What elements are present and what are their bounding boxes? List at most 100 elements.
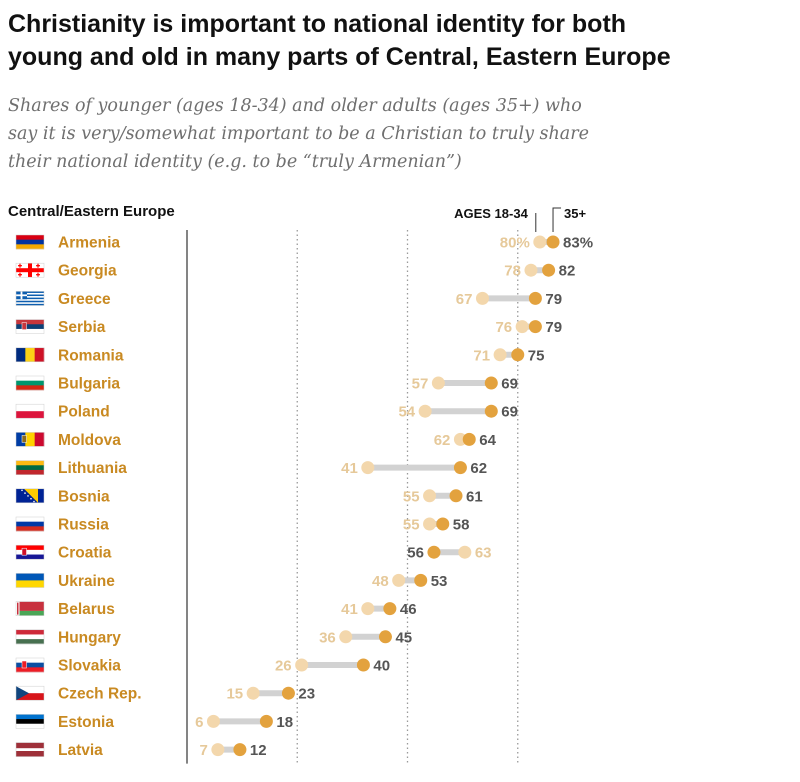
country-label: Poland — [58, 404, 110, 421]
young-dot — [515, 320, 529, 334]
young-value-label: 55 — [403, 517, 420, 534]
old-dot — [528, 320, 542, 334]
country-label: Ukraine — [58, 573, 115, 590]
young-dot — [458, 545, 472, 559]
old-value-label: 23 — [298, 686, 315, 703]
serbia-flag-icon — [15, 319, 45, 334]
old-value-label: 12 — [250, 742, 267, 759]
old-value-label: 45 — [395, 629, 412, 646]
young-value-label: 36 — [319, 629, 336, 646]
young-dot — [361, 461, 375, 475]
hungary-flag-icon — [15, 629, 45, 645]
croatia-flag-icon — [15, 544, 45, 560]
old-dot — [233, 743, 247, 757]
bulgaria-flag-icon — [15, 375, 45, 391]
subtitle-line-1: Shares of younger (ages 18-34) and older… — [8, 96, 582, 116]
country-label: Bulgaria — [58, 376, 120, 393]
young-dot — [206, 714, 220, 728]
young-value-label: 54 — [398, 404, 415, 421]
old-value-label: 56 — [407, 545, 424, 562]
old-dot — [356, 658, 370, 672]
young-dot — [339, 630, 353, 644]
young-value-label: 15 — [226, 686, 243, 703]
old-value-label: 18 — [276, 714, 293, 731]
young-value-label: 63 — [475, 545, 492, 562]
old-dot — [453, 461, 467, 475]
young-value-label: 48 — [372, 573, 389, 590]
country-label: Latvia — [58, 742, 103, 759]
slovakia-flag-icon — [15, 657, 45, 673]
armenia-flag-icon — [15, 234, 45, 250]
moldova-flag-icon — [15, 432, 45, 447]
old-value-label: 79 — [545, 319, 562, 336]
young-value-label: 41 — [341, 601, 358, 618]
young-dot — [423, 489, 437, 503]
romania-flag-icon — [15, 347, 45, 363]
old-dot — [528, 291, 542, 305]
subtitle-line-2: say it is very/somewhat important to be … — [8, 124, 589, 144]
title-line-1: Christianity is important to national id… — [8, 10, 627, 38]
young-value-label: 67 — [456, 291, 473, 308]
lithuania-flag-icon — [15, 460, 45, 475]
country-label: Hungary — [58, 629, 121, 646]
young-dot — [533, 235, 547, 249]
young-value-label: 71 — [473, 347, 490, 364]
country-label: Croatia — [58, 545, 112, 562]
subtitle-line-3: their national identity (e.g. to be “tru… — [8, 152, 462, 172]
young-dot — [493, 348, 507, 362]
young-value-label: 6 — [195, 714, 203, 731]
old-dot — [546, 235, 560, 249]
young-dot — [361, 602, 375, 616]
chart-title: Christianity is important to national id… — [8, 8, 788, 74]
legend-young-label: AGES 18-34 — [454, 206, 528, 221]
region-label: Central/Eastern Europe — [8, 203, 175, 220]
young-value-label: 80% — [500, 235, 530, 252]
old-dot — [436, 517, 450, 531]
young-dot — [246, 686, 260, 700]
young-dot — [295, 658, 309, 672]
poland-flag-icon — [15, 403, 45, 419]
old-value-label: 53 — [431, 573, 448, 590]
chart-subtitle: Shares of younger (ages 18-34) and older… — [8, 92, 788, 176]
young-value-label: 41 — [341, 460, 358, 477]
bosnia-flag-icon — [15, 488, 45, 504]
young-dot — [431, 376, 445, 390]
estonia-flag-icon — [15, 714, 45, 729]
country-label: Czech Rep. — [58, 686, 142, 703]
georgia-flag-icon — [15, 262, 45, 278]
old-value-label: 40 — [373, 658, 390, 675]
belarus-flag-icon — [15, 601, 45, 616]
young-value-label: 7 — [200, 742, 208, 759]
country-label: Georgia — [58, 263, 117, 280]
old-dot — [281, 686, 295, 700]
country-label: Lithuania — [58, 460, 127, 477]
ukraine-flag-icon — [15, 573, 45, 588]
russia-flag-icon — [15, 516, 45, 532]
country-label: Slovakia — [58, 658, 121, 675]
old-dot — [259, 714, 273, 728]
latvia-flag-icon — [15, 742, 45, 757]
old-dot — [484, 376, 498, 390]
old-value-label: 82 — [559, 263, 576, 280]
country-label: Estonia — [58, 714, 114, 731]
old-dot — [542, 263, 556, 277]
young-value-label: 62 — [434, 432, 451, 449]
country-label: Serbia — [58, 319, 106, 336]
young-value-label: 76 — [495, 319, 512, 336]
legend-old-label: 35+ — [564, 206, 586, 221]
young-dot — [418, 404, 432, 418]
old-value-label: 75 — [528, 347, 545, 364]
country-label: Greece — [58, 291, 111, 308]
old-dot — [383, 602, 397, 616]
old-dot — [449, 489, 463, 503]
old-dot — [511, 348, 525, 362]
old-value-label: 79 — [545, 291, 562, 308]
old-value-label: 62 — [470, 460, 487, 477]
old-value-label: 83% — [563, 235, 593, 252]
old-value-label: 46 — [400, 601, 417, 618]
country-label: Bosnia — [58, 488, 110, 505]
young-dot — [211, 743, 225, 757]
country-label: Moldova — [58, 432, 121, 449]
young-value-label: 26 — [275, 658, 292, 675]
old-value-label: 61 — [466, 488, 483, 505]
